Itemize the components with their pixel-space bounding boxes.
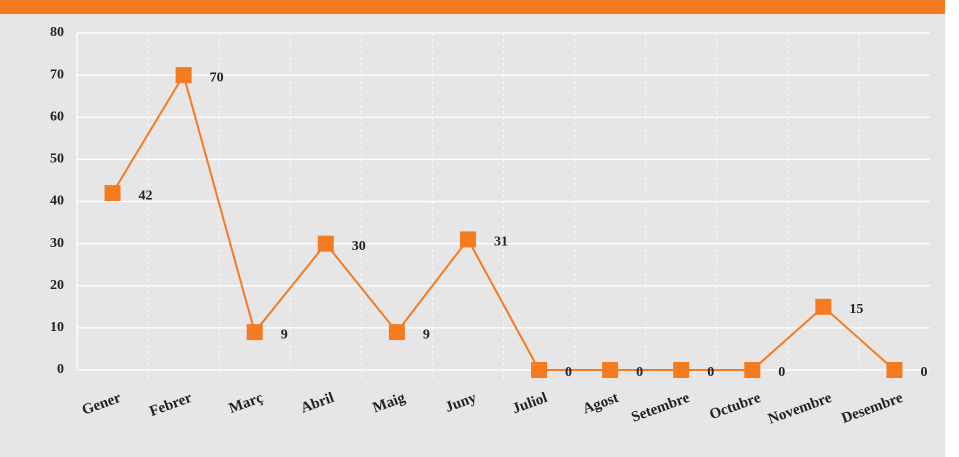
data-label: 9	[423, 327, 430, 342]
y-tick-label: 30	[50, 236, 64, 251]
data-label: 9	[281, 327, 288, 342]
data-label: 0	[778, 365, 785, 380]
data-label: 31	[494, 235, 508, 250]
data-label: 0	[707, 365, 714, 380]
marker	[317, 235, 334, 252]
series-line	[111, 72, 896, 371]
y-tick-label: 80	[50, 25, 64, 40]
marker	[531, 362, 548, 378]
data-label: 0	[636, 365, 643, 380]
data-label: 30	[352, 239, 366, 254]
y-tick-label: 50	[50, 152, 64, 167]
marker	[246, 324, 263, 341]
y-tick-label: 60	[50, 109, 64, 124]
data-label: 15	[849, 302, 863, 317]
marker	[744, 362, 761, 378]
y-tick-label: 70	[50, 67, 64, 82]
y-tick-label: 0	[57, 362, 64, 377]
y-tick-label: 40	[50, 194, 64, 209]
header-bar	[0, 0, 945, 14]
marker	[602, 362, 619, 378]
marker	[673, 362, 690, 378]
data-label: 42	[139, 188, 153, 203]
y-tick-label: 10	[50, 320, 64, 335]
marker	[175, 67, 192, 84]
data-label: 0	[920, 365, 927, 380]
data-label: 70	[210, 70, 224, 85]
y-tick-label: 20	[50, 278, 64, 293]
marker	[886, 362, 903, 378]
data-label: 0	[565, 365, 572, 380]
marker	[388, 324, 405, 341]
marker	[815, 298, 832, 315]
marker	[459, 231, 476, 248]
marker	[104, 185, 121, 202]
